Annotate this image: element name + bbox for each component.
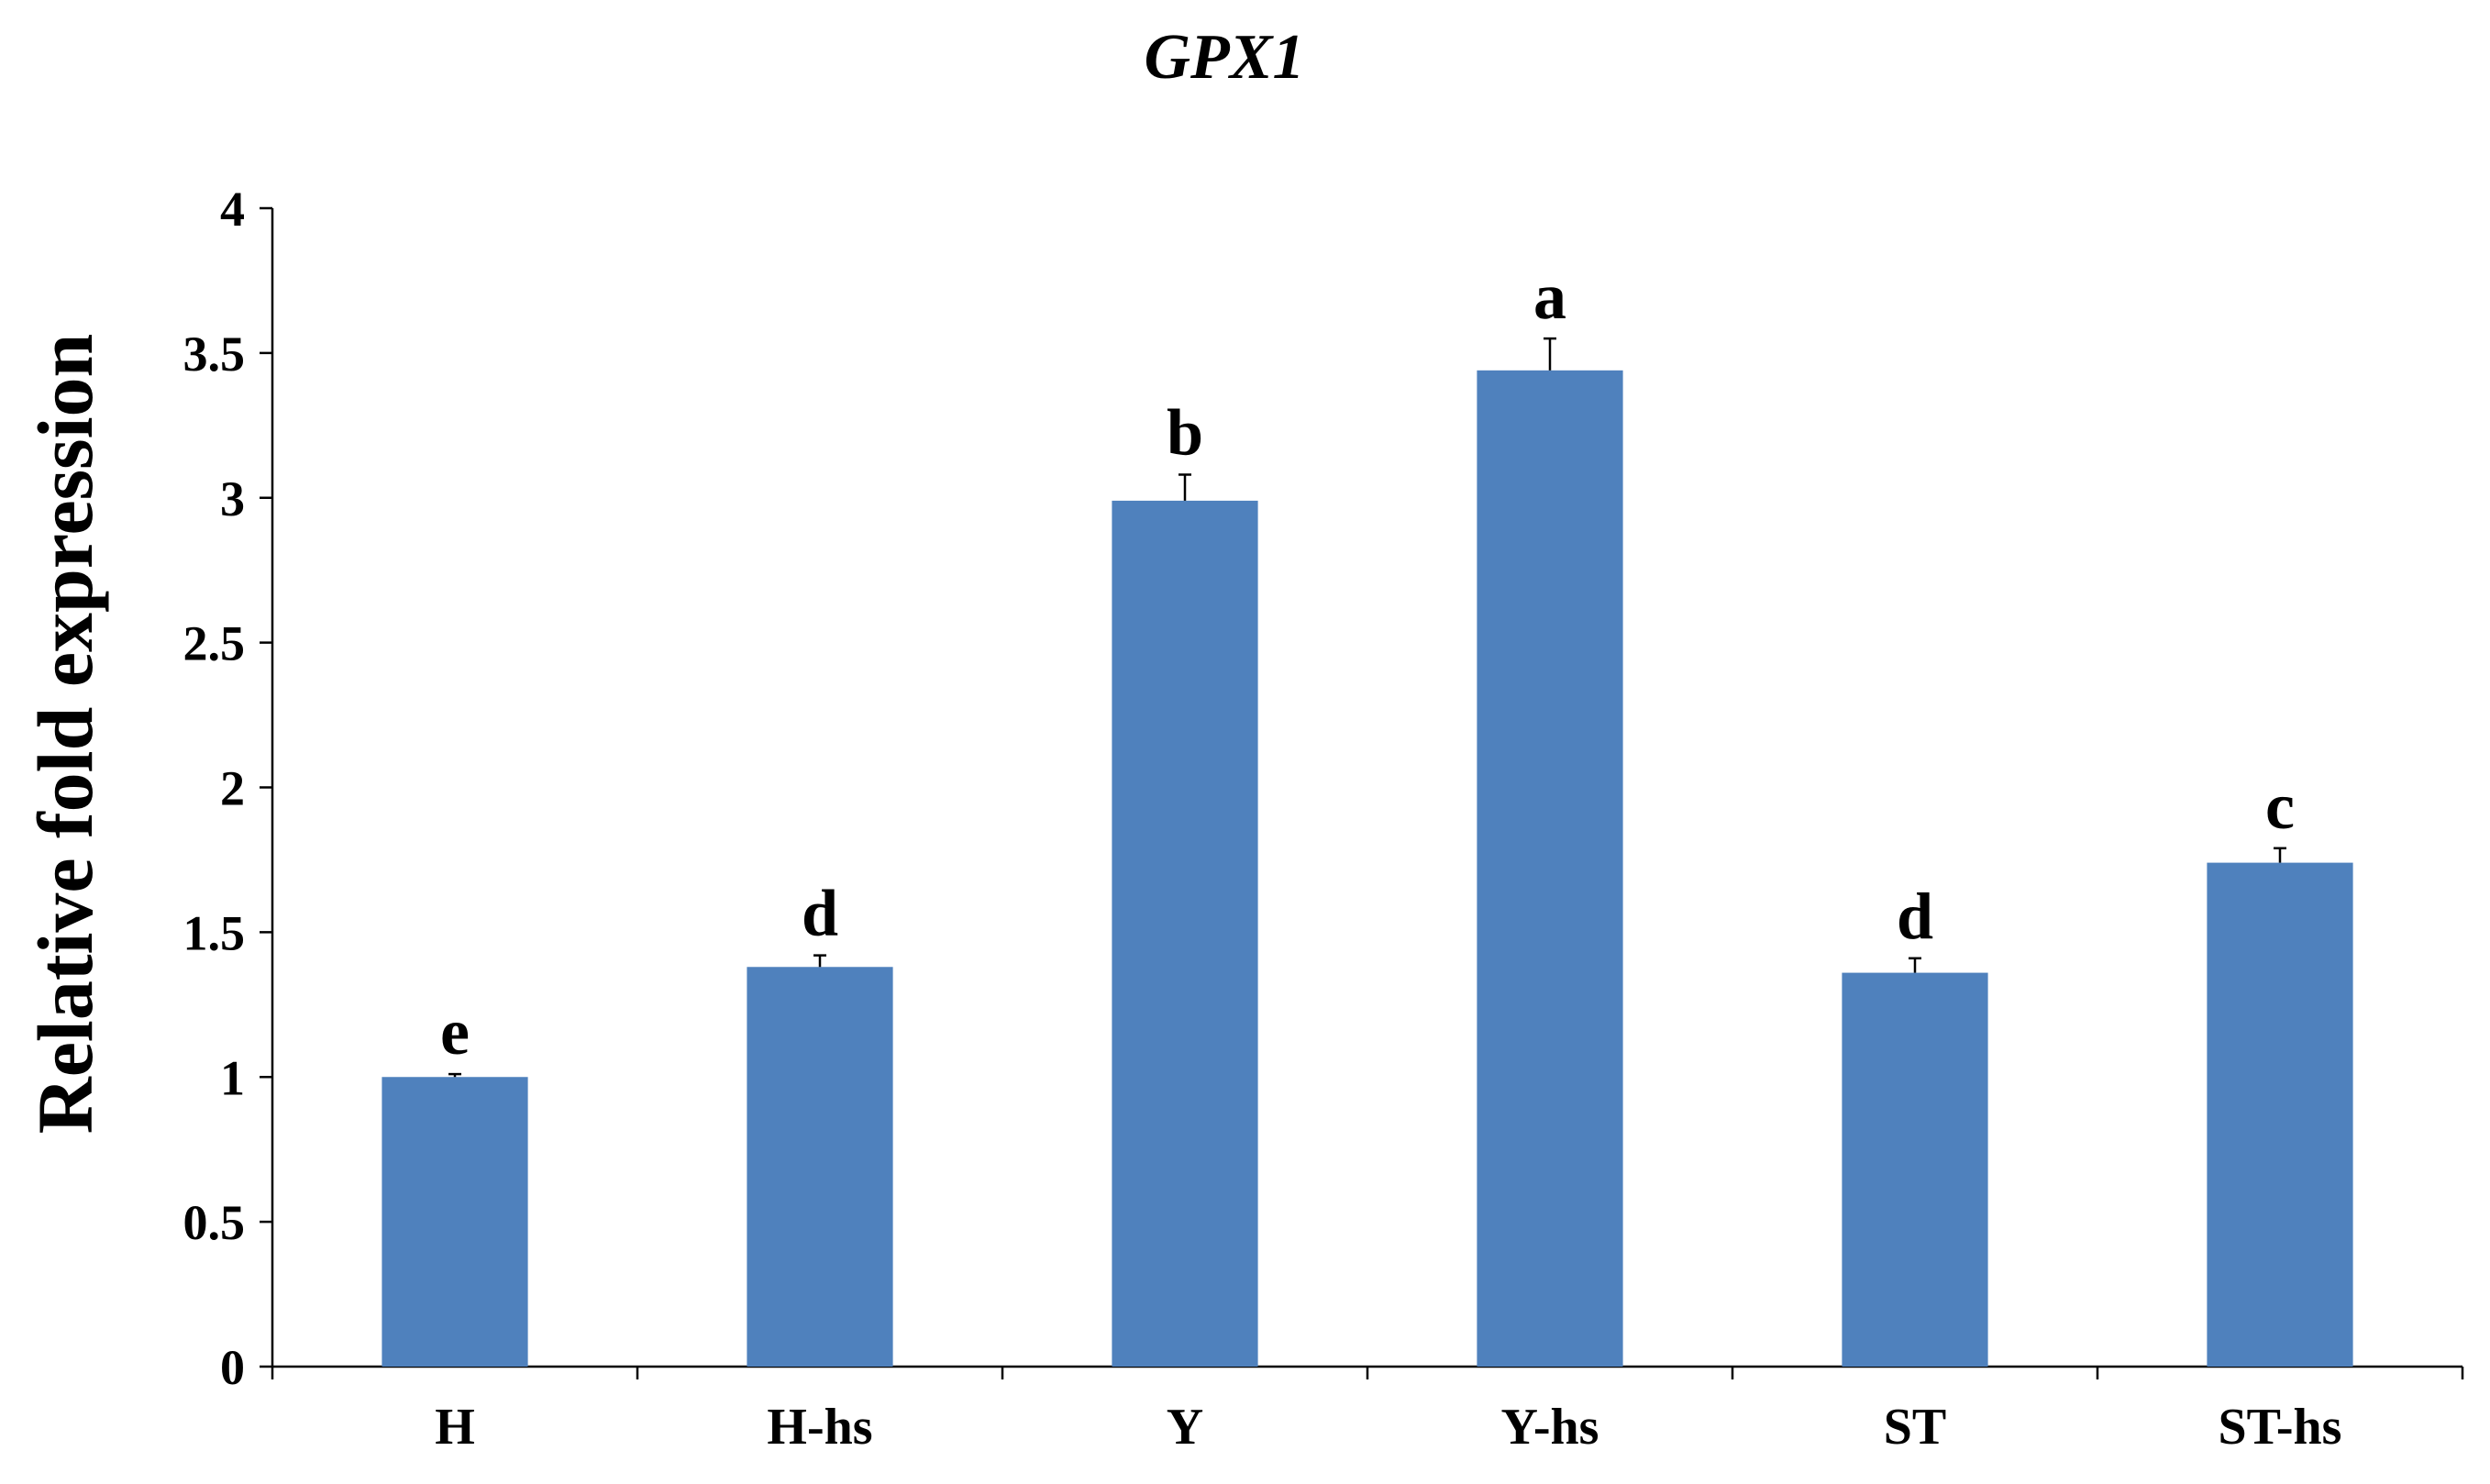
y-tick-label: 3.5 [183,327,246,382]
bar-y-hs [1477,370,1623,1367]
y-tick-label: 3 [220,471,245,526]
chart-title: GPX1 [1145,22,1305,93]
axes [271,208,2462,1368]
significance-letter: a [1533,260,1566,333]
bar-y [1112,500,1258,1367]
y-tick-label: 2.5 [183,616,246,671]
x-tick-label: H [435,1399,475,1456]
y-tick-label: 1 [220,1050,245,1105]
y-tick-label: 4 [220,182,245,237]
x-tick-label: ST-hs [2219,1399,2342,1456]
x-tick-label: ST [1884,1399,1947,1456]
significance-letter: c [2265,770,2295,843]
y-tick-label: 0 [220,1340,245,1395]
significance-letter: d [1897,880,1933,953]
y-axis-label: Relative fold expression [21,334,109,1135]
x-ticks: H H-hs Y Y-hs ST ST-hs [271,1367,2464,1456]
x-tick-label: Y-hs [1501,1399,1599,1456]
y-tick-label: 1.5 [183,905,246,960]
x-tick-label: H-hs [767,1399,872,1456]
bar-st [1842,972,1988,1367]
significance-letter: e [440,995,470,1069]
bar-h [382,1077,528,1367]
y-ticks: 0 0.5 1 1.5 2 2.5 3 3.5 4 [183,182,272,1395]
y-tick-label: 0.5 [183,1195,246,1250]
significance-letter: d [802,877,838,950]
x-tick-label: Y [1167,1399,1203,1456]
bar-st-hs [2207,862,2353,1367]
y-tick-label: 2 [220,761,245,816]
bar-h-hs [747,967,893,1367]
bars: e d b a d c [382,260,2353,1367]
significance-letter: b [1167,395,1203,469]
